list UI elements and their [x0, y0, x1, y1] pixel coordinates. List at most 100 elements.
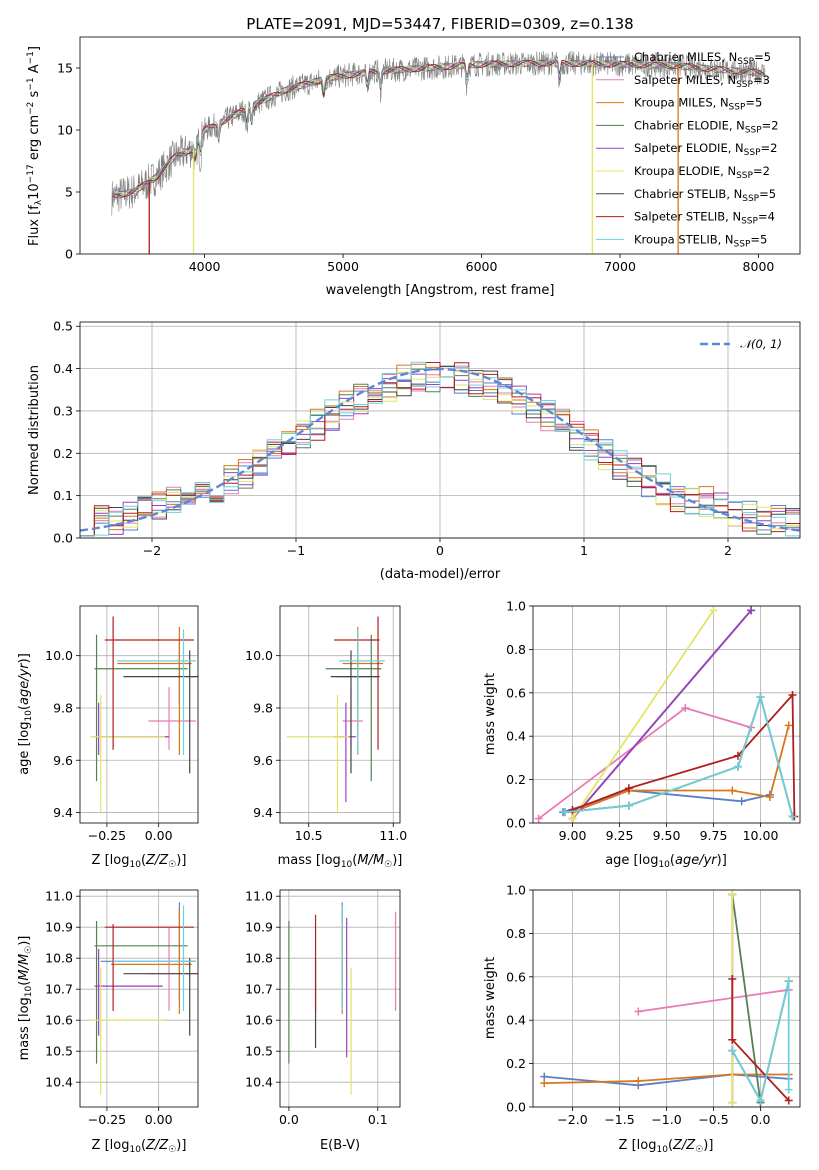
panel-spectrum: 4000 5000 6000 7000 8000 0 5 10 15 Chabrier MILES… — [57, 36, 801, 274]
axes-frame — [79, 36, 801, 255]
x-tick-label: 6000 — [466, 259, 498, 274]
panel-weight-vs-age: 9.00 9.25 9.50 9.75 10.00 0.0 0.2 0.4 0.6 0.8 1.0 — [506, 599, 801, 843]
y-tick-label: 5 — [65, 185, 73, 200]
y-tick-label: 15 — [57, 61, 73, 76]
plot-area — [111, 50, 766, 254]
x-tick-label: 10.00 — [743, 828, 779, 843]
model-spectrum-4 — [111, 59, 766, 199]
y-tick-label: 0.0 — [506, 1100, 526, 1115]
x-tick-label: 4000 — [189, 259, 221, 274]
y-tick-label: 10.6 — [45, 1013, 73, 1028]
x-axis-label: Z [log10(Z/Z☉)] — [92, 1138, 187, 1155]
weight-point — [784, 721, 793, 730]
normal-reference-curve — [80, 367, 800, 532]
legend-label: Kroupa ELODIE, NSSP=2 — [634, 164, 770, 181]
x-axis-label: Z [log10(Z/Z☉)] — [619, 1138, 714, 1155]
plot-area — [90, 902, 198, 1095]
legend-label: Chabrier MILES, NSSP=5 — [634, 50, 771, 67]
y-axis-label: mass weight — [483, 957, 498, 1039]
x-axis-label: (data-model)/error — [380, 567, 501, 582]
x-tick-label: −2.0 — [557, 1112, 587, 1127]
y-tick-label: 0.0 — [53, 531, 73, 546]
x-tick-label: −0.5 — [698, 1112, 728, 1127]
panel-mass-vs-EBV: 0.0 0.1 10.4 10.5 10.6 10.7 10.8 10.9 11.0 — [245, 889, 401, 1127]
weight-point — [540, 1079, 549, 1088]
plot-area — [90, 616, 198, 813]
plot-area — [286, 616, 385, 813]
weight-series-1 — [638, 988, 789, 1013]
x-tick-label: 0 — [436, 543, 444, 558]
y-tick-label: 11.0 — [45, 889, 73, 904]
y-tick-label: 0.8 — [506, 642, 526, 657]
weight-series-4 — [571, 609, 752, 820]
y-tick-label: 10.4 — [245, 1075, 273, 1090]
x-tick-label: 0.0 — [751, 1112, 771, 1127]
weight-series-6 — [564, 693, 794, 817]
y-axis-label: mass weight — [483, 673, 498, 755]
weight-point — [709, 606, 718, 615]
x-tick-label: 2 — [724, 543, 732, 558]
x-axis-label: E(B-V) — [320, 1138, 360, 1153]
weight-series-0 — [544, 1073, 789, 1087]
y-tick-label: 10.4 — [45, 1075, 73, 1090]
legend-label: Chabrier STELIB, NSSP=5 — [634, 187, 776, 204]
weight-point — [788, 690, 797, 699]
y-tick-label: 10.8 — [245, 951, 273, 966]
weight-point — [624, 784, 633, 793]
y-tick-label: 0.0 — [506, 816, 526, 831]
x-tick-label: 5000 — [327, 259, 359, 274]
y-tick-label: 10 — [57, 123, 73, 138]
x-tick-label: 9.50 — [653, 828, 681, 843]
plot-area — [80, 361, 800, 538]
x-tick-label: −1.0 — [651, 1112, 681, 1127]
plot-area — [288, 902, 397, 1095]
y-tick-label: 10.6 — [245, 1013, 273, 1028]
weight-point — [784, 1085, 793, 1094]
y-tick-label: 1.0 — [506, 599, 526, 614]
y-tick-label: 9.6 — [53, 753, 73, 768]
x-tick-label: 0.00 — [145, 828, 173, 843]
x-tick-label: 9.00 — [559, 828, 587, 843]
weight-point — [534, 814, 543, 823]
weight-series-2 — [544, 1073, 789, 1084]
axes-frame — [279, 889, 401, 1108]
axes-frame — [79, 605, 199, 824]
y-tick-label: 0.6 — [506, 685, 526, 700]
y-tick-label: 0 — [65, 247, 73, 262]
legend: Chabrier MILES, NSSP=5 Salpeter MILES, NS… — [596, 50, 779, 249]
y-tick-label: 0.2 — [506, 772, 526, 787]
weight-series-1 — [538, 707, 752, 820]
x-axis-label: mass [log10(M/M☉)] — [278, 853, 403, 870]
weight-point — [765, 792, 774, 801]
y-tick-label: 0.5 — [53, 319, 73, 334]
weight-point — [681, 703, 690, 712]
weight-point — [756, 1096, 765, 1105]
x-tick-label: 9.25 — [606, 828, 634, 843]
x-tick-label: 11.0 — [379, 828, 407, 843]
plot-area — [540, 890, 793, 1107]
x-tick-label: −0.25 — [88, 828, 126, 843]
y-tick-label: 0.4 — [53, 361, 73, 376]
legend-label: Chabrier ELODIE, NSSP=2 — [634, 118, 779, 135]
legend-label: Salpeter ELODIE, NSSP=2 — [634, 141, 777, 158]
x-tick-label: −0.25 — [88, 1112, 126, 1127]
y-tick-label: 0.4 — [506, 1013, 526, 1028]
weight-point — [737, 797, 746, 806]
legend-label: Kroupa MILES, NSSP=5 — [634, 96, 762, 113]
x-tick-label: 10.5 — [295, 828, 323, 843]
y-tick-label: 1.0 — [506, 883, 526, 898]
y-tick-label: 9.4 — [253, 805, 273, 820]
y-tick-label: 0.1 — [53, 488, 73, 503]
weight-point — [568, 805, 577, 814]
y-tick-label: 0.8 — [506, 926, 526, 941]
weight-point — [747, 606, 756, 615]
y-tick-label: 10.5 — [245, 1044, 273, 1059]
x-tick-label: 8000 — [743, 259, 775, 274]
y-tick-label: 10.8 — [45, 951, 73, 966]
model-spectrum-8 — [111, 59, 766, 200]
x-tick-label: 0.0 — [279, 1112, 299, 1127]
axes-frame — [79, 889, 199, 1108]
x-tick-label: 7000 — [604, 259, 636, 274]
panel-weight-vs-Z: −2.0 −1.5 −1.0 −0.5 0.0 0.0 0.2 0.4 0.6 0.8 1.0 — [506, 883, 801, 1127]
